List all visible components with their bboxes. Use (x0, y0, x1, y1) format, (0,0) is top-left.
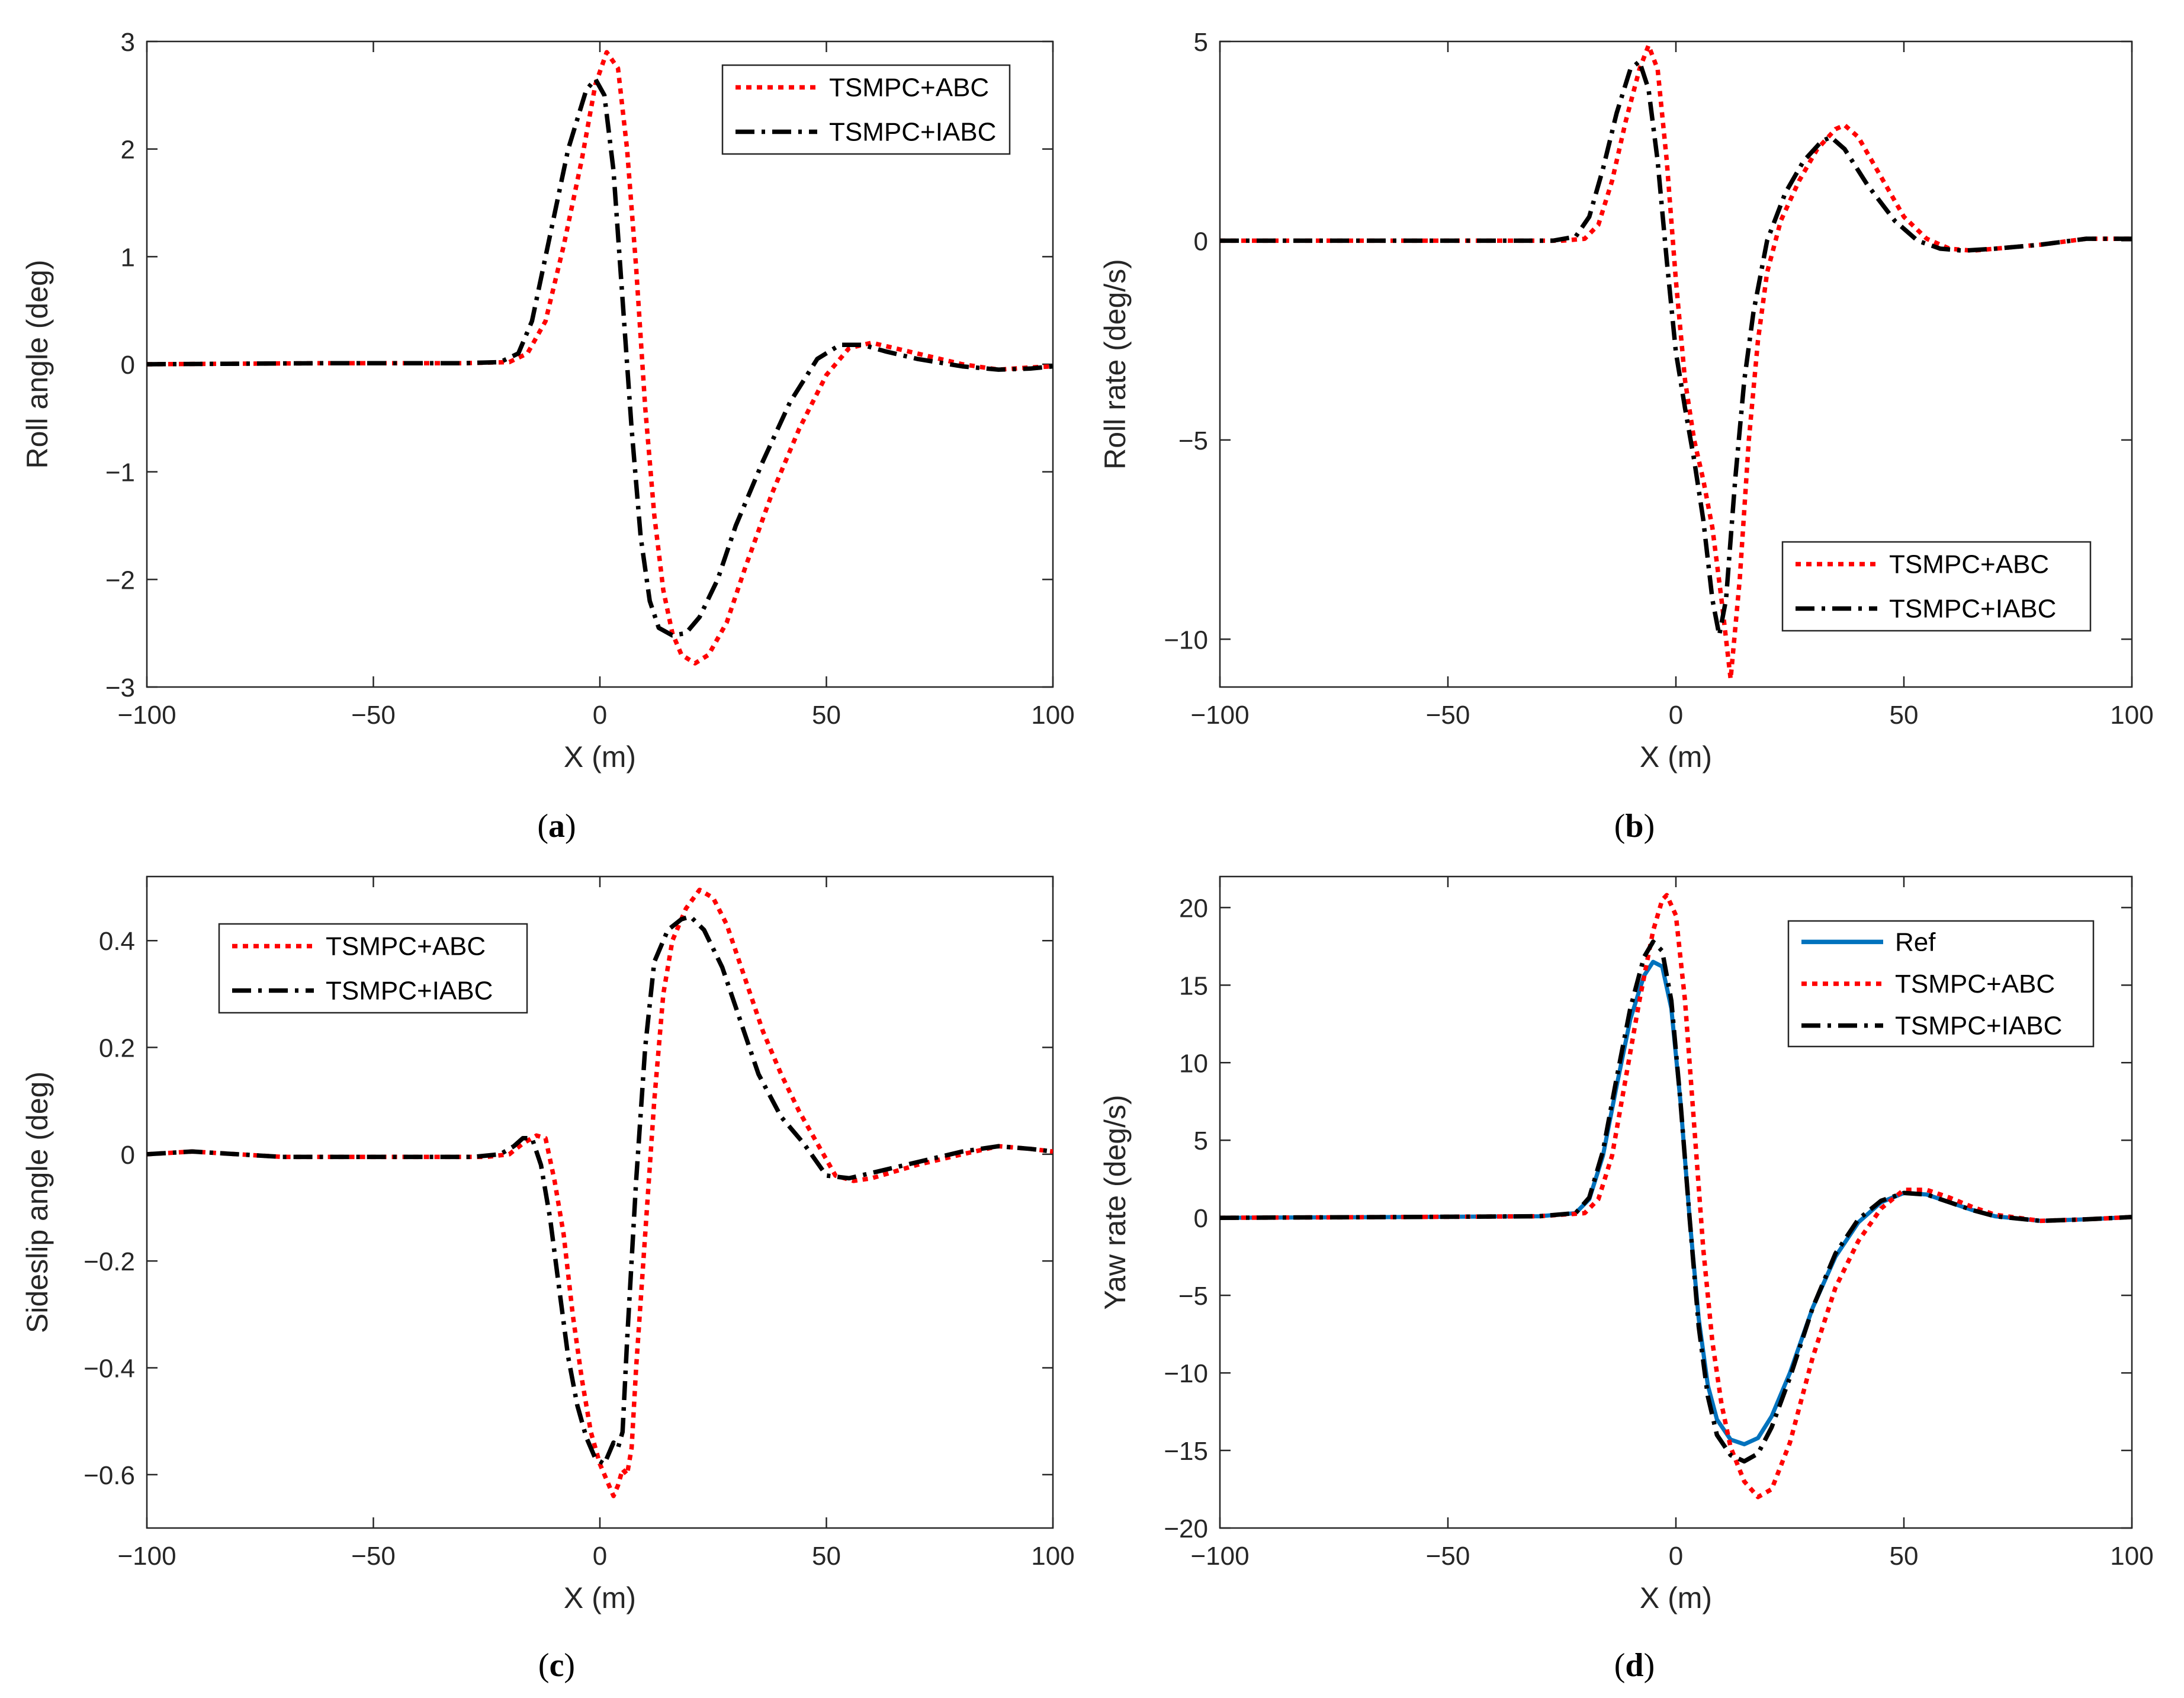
x-axis-label: X (m) (1640, 740, 1712, 773)
series-line-tsmpc-iabc (1220, 939, 2132, 1464)
legend-box (1781, 541, 2092, 632)
panel-c: −100 −50 0 50 100 −0.6 −0.4 −0.2 0 0.2 0.4 X (m) Sid… (21, 875, 1075, 1684)
series-line-tsmpc-iabc (1220, 59, 2132, 638)
y-tick-label: 0 (1194, 227, 1208, 256)
legend: TSMPC+ABC TSMPC+IABC (218, 923, 528, 1014)
y-tick-label: 5 (1194, 28, 1208, 57)
series-line-tsmpc-iabc (147, 76, 1053, 638)
legend: Ref TSMPC+ABC TSMPC+IABC (1787, 920, 2095, 1048)
panel-caption: (d) (1614, 1647, 1655, 1684)
series-line-tsmpc-abc (1220, 893, 2132, 1500)
x-tick-label: 100 (1031, 1542, 1074, 1571)
legend: TSMPC+ABC TSMPC+IABC (1781, 541, 2092, 632)
y-tick-label: 0 (121, 1141, 135, 1170)
y-tick-label: −2 (105, 566, 135, 595)
x-tick-label: 100 (2110, 1542, 2153, 1571)
y-axis-label: Sideslip angle (deg) (21, 1071, 54, 1333)
legend-box (218, 923, 528, 1014)
x-tick-label: 0 (1669, 1542, 1683, 1571)
y-tick-label: −0.6 (83, 1461, 135, 1490)
x-tick-label: 0 (593, 1542, 607, 1571)
x-tick-label: −100 (1190, 701, 1249, 730)
y-tick-label: −1 (105, 458, 135, 487)
y-tick-label: −20 (1164, 1514, 1208, 1543)
legend-box (721, 64, 1011, 155)
x-axis-label: X (m) (1640, 1581, 1712, 1614)
x-tick-label: −50 (351, 701, 396, 730)
y-tick-label: 2 (121, 136, 135, 165)
legend-entry: TSMPC+ABC (326, 932, 486, 961)
legend-entry: TSMPC+IABC (1895, 1012, 2062, 1041)
y-tick-label: −3 (105, 673, 135, 702)
y-tick-label: −5 (1178, 1282, 1208, 1311)
y-tick-label: 3 (121, 28, 135, 57)
legend: TSMPC+ABC TSMPC+IABC (721, 64, 1011, 155)
legend-entry: TSMPC+ABC (1889, 550, 2049, 579)
x-tick-label: 50 (812, 1542, 841, 1571)
x-tick-label: 50 (1890, 701, 1919, 730)
x-axis-label: X (m) (564, 740, 636, 773)
series-line-tsmpc-abc (1220, 43, 2132, 682)
x-tick-label: −100 (117, 1542, 176, 1571)
x-tick-label: −50 (1426, 1542, 1470, 1571)
x-tick-label: −50 (351, 1542, 396, 1571)
x-tick-label: −50 (1426, 701, 1470, 730)
y-tick-label: 10 (1179, 1049, 1208, 1078)
x-tick-label: 100 (2110, 701, 2153, 730)
x-tick-label: −100 (1190, 1542, 1249, 1571)
y-tick-label: 0 (121, 351, 135, 380)
y-tick-label: 1 (121, 243, 135, 272)
y-tick-label: −5 (1178, 426, 1208, 455)
y-tick-label: −0.2 (83, 1247, 135, 1276)
x-tick-label: −100 (117, 701, 176, 730)
y-axis-label: Roll rate (deg/s) (1099, 259, 1132, 470)
x-tick-label: 0 (593, 701, 607, 730)
legend-entry: TSMPC+ABC (829, 73, 989, 102)
y-tick-label: 0.4 (99, 927, 135, 956)
y-tick-label: −15 (1164, 1437, 1208, 1466)
legend-entry: TSMPC+IABC (829, 118, 996, 147)
y-axis-label: Roll angle (deg) (21, 260, 54, 469)
y-tick-label: 0 (1194, 1204, 1208, 1233)
panel-a: −100 −50 0 50 100 −3 −2 −1 0 1 2 3 X (m) Roll angle (… (21, 28, 1075, 845)
x-tick-label: 0 (1669, 701, 1683, 730)
legend-entry: TSMPC+IABC (326, 977, 493, 1006)
legend-entry: TSMPC+ABC (1895, 970, 2055, 999)
panel-caption: (a) (537, 808, 576, 845)
panel-caption: (b) (1614, 808, 1655, 845)
legend-entry: TSMPC+IABC (1889, 595, 2056, 624)
x-tick-label: 100 (1031, 701, 1074, 730)
y-tick-label: 15 (1179, 971, 1208, 1000)
y-tick-label: 5 (1194, 1126, 1208, 1155)
y-tick-label: 0.2 (99, 1034, 135, 1063)
y-tick-label: 20 (1179, 894, 1208, 923)
y-tick-label: −0.4 (83, 1354, 135, 1384)
y-axis-label: Yaw rate (deg/s) (1099, 1094, 1132, 1309)
legend-entry: Ref (1895, 927, 1936, 956)
series-line-tsmpc-iabc (147, 914, 1053, 1466)
x-axis-label: X (m) (564, 1581, 636, 1614)
panel-caption: (c) (538, 1647, 575, 1684)
y-tick-label: −10 (1164, 1359, 1208, 1388)
x-tick-label: 50 (812, 701, 841, 730)
x-tick-label: 50 (1890, 1542, 1919, 1571)
y-tick-label: −10 (1164, 625, 1208, 654)
